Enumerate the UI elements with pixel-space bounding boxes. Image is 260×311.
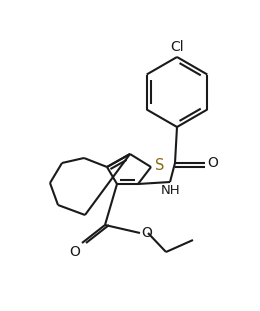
Text: O: O: [69, 245, 80, 259]
Text: Cl: Cl: [170, 40, 184, 54]
Text: O: O: [207, 156, 218, 170]
Text: O: O: [141, 226, 152, 240]
Text: NH: NH: [161, 184, 181, 197]
Text: S: S: [155, 159, 164, 174]
